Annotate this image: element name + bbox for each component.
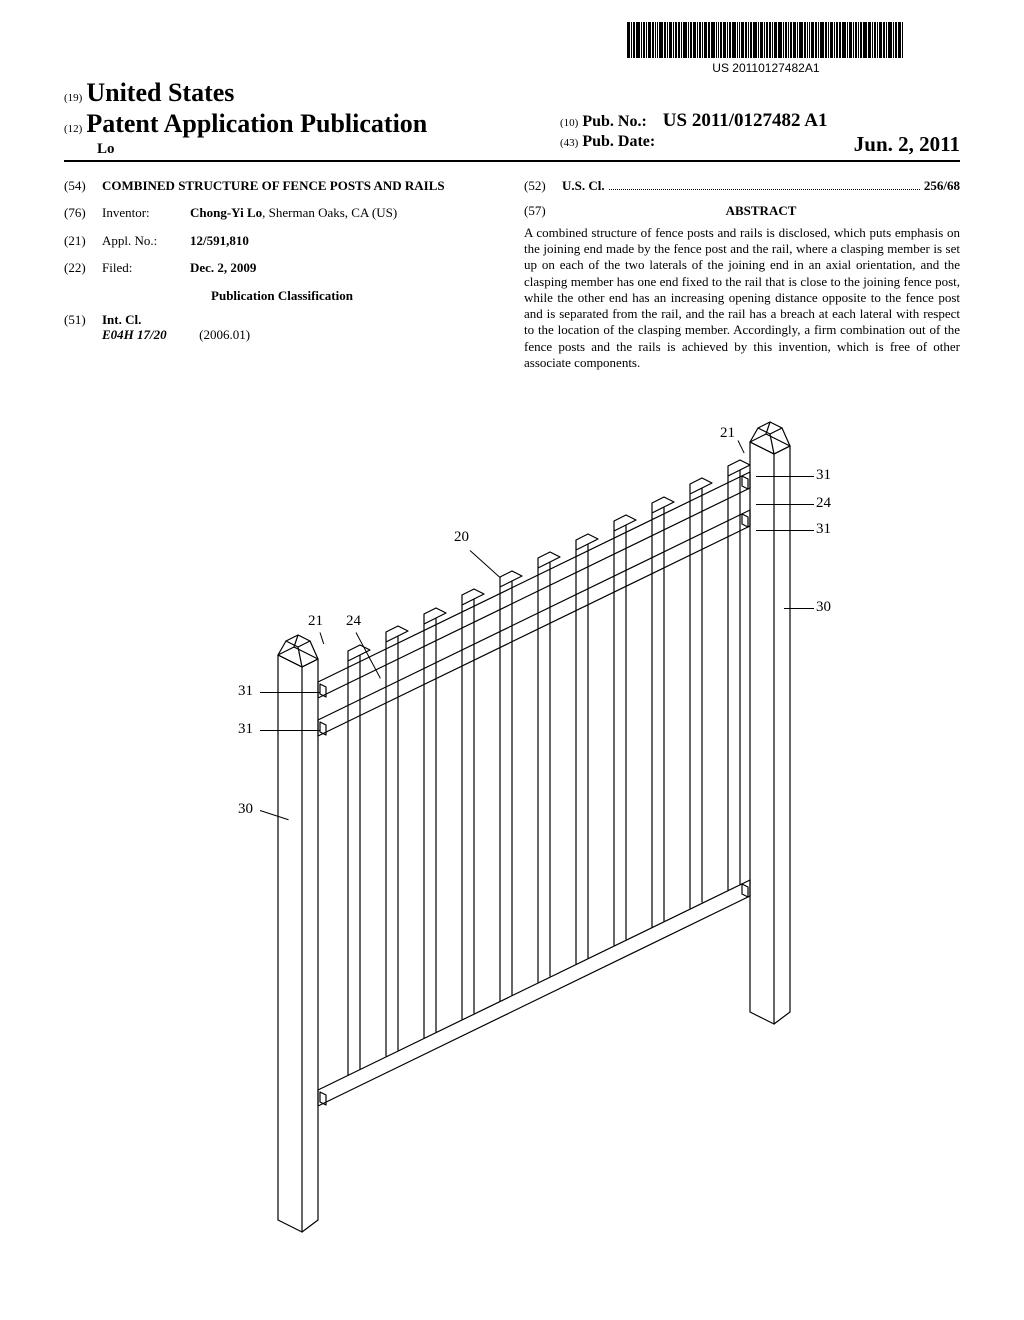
inventor-loc: , Sherman Oaks, CA (US) (262, 205, 397, 220)
right-column: (52) U.S. Cl. 256/68 (57) ABSTRACT A com… (524, 178, 960, 371)
uscl-label: U.S. Cl. (562, 178, 605, 194)
figlabel-24b: 24 (816, 494, 831, 512)
author: Lo (97, 140, 560, 158)
uscl-value: 256/68 (924, 178, 960, 194)
appl-no: 12/591,810 (190, 233, 249, 248)
code-country: (19) (64, 92, 82, 104)
code-uscl: (52) (524, 178, 562, 194)
intcl-code: E04H 17/20 (102, 327, 167, 342)
pub-class-heading: Publication Classification (64, 288, 500, 304)
abstract-body: A combined structure of fence posts and … (524, 225, 960, 371)
country: United States (86, 78, 234, 107)
pubdate-label: Pub. Date: (582, 133, 655, 150)
appl-label: Appl. No.: (102, 233, 190, 249)
fence-drawing (160, 420, 860, 1240)
code-inventor: (76) (64, 205, 102, 221)
barcode-bars (627, 22, 904, 58)
inventor-label: Inventor: (102, 205, 190, 221)
code-pubdate: (43) (560, 137, 578, 149)
uscl-dots (609, 179, 920, 190)
code-title: (54) (64, 178, 102, 194)
figlabel-30b: 30 (816, 598, 831, 616)
figlabel-21a: 21 (308, 612, 323, 630)
code-pubno: (10) (560, 117, 578, 129)
intcl-year: (2006.01) (199, 327, 250, 342)
figlabel-20: 20 (454, 528, 469, 546)
inventor-name: Chong-Yi Lo (190, 205, 262, 220)
pub-type: Patent Application Publication (86, 109, 427, 138)
pubno-label: Pub. No.: (582, 113, 646, 130)
figlabel-31b: 31 (238, 720, 253, 738)
code-filed: (22) (64, 260, 102, 276)
abstract-heading: ABSTRACT (562, 203, 960, 219)
barcode-text: US 20110127482A1 (572, 61, 960, 75)
code-abstract: (57) (524, 203, 562, 225)
patent-figure: 20 21 24 31 31 30 21 31 24 31 30 (160, 420, 860, 1240)
pubdate: Jun. 2, 2011 (854, 132, 960, 157)
header-row: (19) United States (12) Patent Applicati… (64, 77, 960, 161)
title: COMBINED STRUCTURE OF FENCE POSTS AND RA… (102, 178, 500, 194)
pubno: US 2011/0127482 A1 (663, 110, 828, 131)
code-intcl: (51) (64, 312, 102, 343)
figlabel-31d: 31 (816, 520, 831, 538)
code-appl: (21) (64, 233, 102, 249)
left-column: (54) COMBINED STRUCTURE OF FENCE POSTS A… (64, 178, 500, 371)
filed-date: Dec. 2, 2009 (190, 260, 256, 275)
intcl-label: Int. Cl. (102, 312, 141, 327)
figlabel-24a: 24 (346, 612, 361, 630)
filed-label: Filed: (102, 260, 190, 276)
figlabel-31a: 31 (238, 682, 253, 700)
figlabel-31c: 31 (816, 466, 831, 484)
barcode-block: US 20110127482A1 (64, 18, 960, 77)
figlabel-30a: 30 (238, 800, 253, 818)
figlabel-21b: 21 (720, 424, 735, 442)
code-pub: (12) (64, 123, 82, 135)
